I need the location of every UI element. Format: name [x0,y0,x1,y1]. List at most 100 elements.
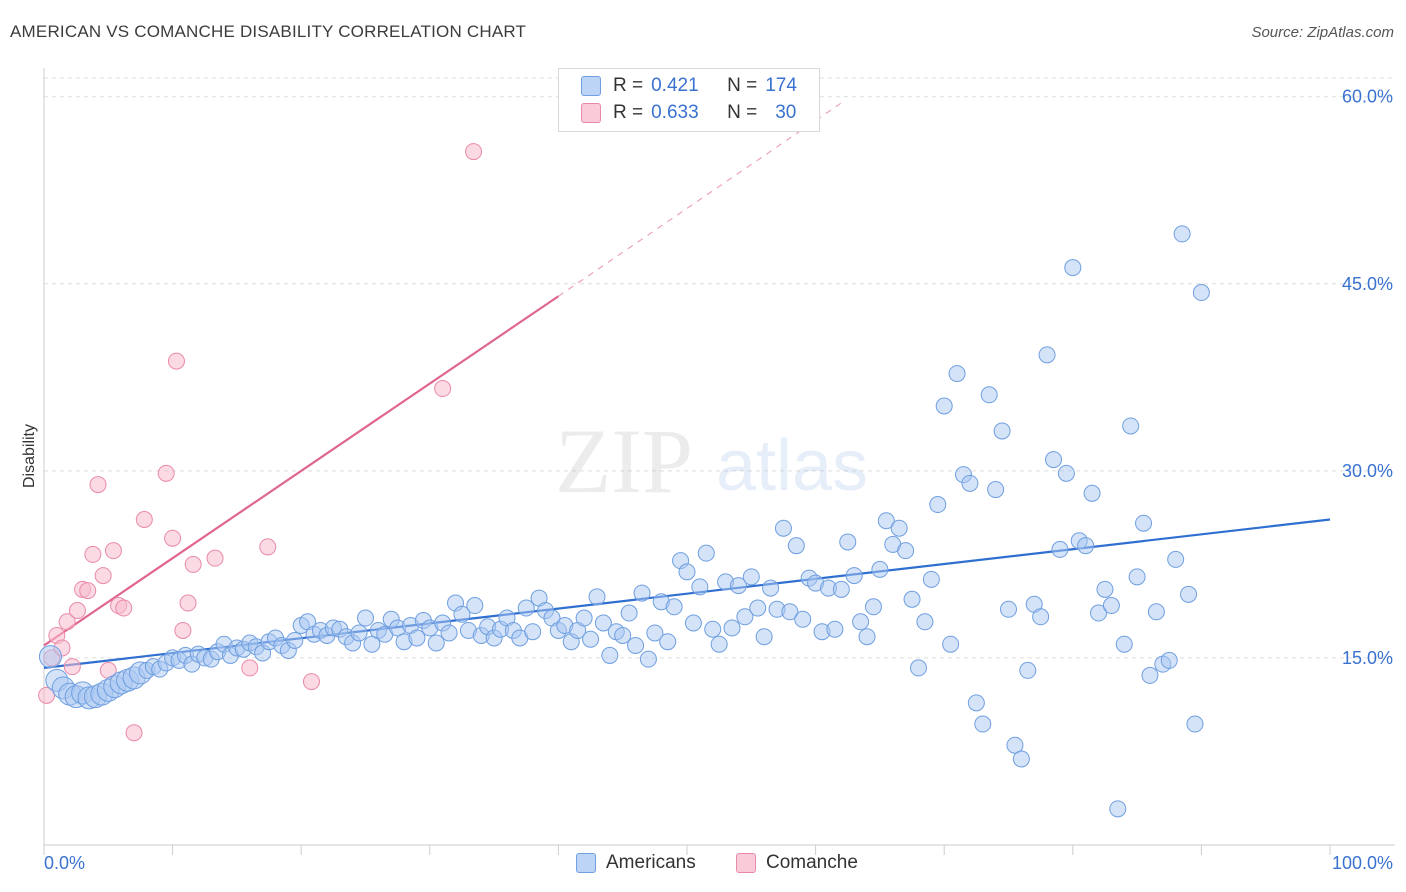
comanche-point [89,476,107,494]
americans-points [38,225,1210,818]
chart-source: Source: ZipAtlas.com [1251,24,1394,41]
americans-point [980,386,998,404]
americans-point [1128,568,1146,586]
americans-point [845,567,863,585]
americans-point [665,598,683,616]
americans-point [839,533,857,551]
x-tick-label: 0.0% [44,853,85,873]
americans-point [646,624,664,642]
americans-point [1109,800,1127,818]
americans-point [736,608,754,626]
comanche-point [259,538,277,556]
comanche-trend-extension [558,102,842,297]
comanche-point [174,621,192,639]
americans-point [942,635,960,653]
series-legend: Americans Comanche [0,852,1406,878]
americans-point [582,630,600,648]
americans-point [614,626,632,644]
americans-point [1077,537,1095,555]
americans-point [1045,451,1063,469]
legend-swatch-comanche [581,103,601,123]
americans-point [1057,464,1075,482]
x-tick-label: 100.0% [1332,853,1393,873]
americans-point [1000,600,1017,618]
series-legend-label: Comanche [766,852,858,873]
comanche-point [241,659,259,677]
americans-point [1180,585,1198,603]
americans-point [890,519,908,537]
americans-point [1102,597,1120,615]
americans-point [697,544,715,562]
comanche-point [179,594,197,612]
comanche-point [84,545,102,563]
americans-point [1122,417,1140,435]
comanche-point [63,658,81,676]
y-tick-label: 60.0% [1342,87,1393,107]
americans-point [852,613,870,631]
americans-point [1192,284,1210,302]
americans-point [794,610,812,628]
watermark-atlas: atlas [716,426,868,506]
comanche-point [302,673,320,691]
series-legend-label: Americans [606,852,696,873]
americans-point [922,570,940,588]
correlation-legend: R = 0.421 N = 174 R = 0.633 N = 30 [558,68,820,132]
americans-point [1096,580,1114,598]
americans-point [1167,550,1185,568]
americans-point [639,650,657,668]
americans-point [871,560,889,578]
americans-point [601,646,619,664]
americans-point [826,620,844,638]
comanche-point [167,352,185,370]
americans-point [1032,608,1050,626]
legend-swatch-americans [581,76,601,96]
series-legend-americans: Americans [576,852,696,874]
legend-n-label: N = [727,75,758,96]
americans-point [575,609,593,627]
legend-n-label: N = [727,102,758,123]
y-tick-label: 30.0% [1342,461,1393,481]
legend-row-comanche: R = 0.633 N = 30 [559,100,796,126]
americans-point [440,624,458,642]
americans-point [1147,603,1165,621]
y-axis-label: Disability [21,424,38,488]
comanche-point [184,555,202,573]
americans-point [781,603,799,621]
comanche-point [115,599,133,617]
axes [43,68,1395,855]
americans-point [961,474,979,492]
legend-n-value: 30 [775,102,797,123]
americans-point [1160,651,1178,669]
americans-point [729,577,747,595]
americans-point [974,715,992,733]
americans-point [909,659,927,677]
comanche-points [38,143,483,742]
comanche-point [206,549,224,567]
americans-point [594,614,612,632]
americans-point [858,628,876,646]
americans-point [453,605,471,623]
watermark-zip: ZIP [555,410,693,512]
comanche-point [68,602,86,620]
americans-point [774,519,792,537]
tick-labels: 15.0% 30.0% 45.0% 60.0% 0.0% 100.0% [44,87,1393,873]
americans-point [588,588,606,606]
americans-point [742,568,760,586]
comanche-point [94,567,112,585]
americans-point [787,537,805,555]
comanche-point [125,724,143,742]
americans-point [929,496,947,514]
americans-point [524,623,542,641]
americans-point [1019,661,1037,679]
comanche-point [157,464,175,482]
americans-point [762,579,780,597]
comanche-point [434,380,452,398]
americans-point [1064,259,1082,277]
americans-point [903,590,921,608]
americans-point [466,597,484,615]
americans-point [350,624,368,642]
americans-point [987,481,1005,499]
americans-point [633,584,651,602]
americans-point [1141,666,1159,684]
